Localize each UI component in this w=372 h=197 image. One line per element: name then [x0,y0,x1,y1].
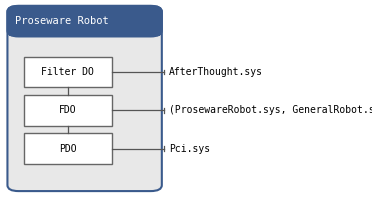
Text: Filter DO: Filter DO [41,67,94,77]
FancyBboxPatch shape [7,6,162,191]
Bar [9,23,160,36]
Bar [24,134,112,164]
Text: PDO: PDO [59,144,77,154]
Text: (ProsewareRobot.sys, GeneralRobot.sys): (ProsewareRobot.sys, GeneralRobot.sys) [169,105,372,115]
Text: Proseware Robot: Proseware Robot [15,16,109,26]
Text: AfterThought.sys: AfterThought.sys [169,67,263,77]
FancyBboxPatch shape [7,6,162,36]
Bar [24,95,112,126]
Text: Pci.sys: Pci.sys [169,144,211,154]
Bar [24,57,112,87]
Text: FDO: FDO [59,105,77,115]
